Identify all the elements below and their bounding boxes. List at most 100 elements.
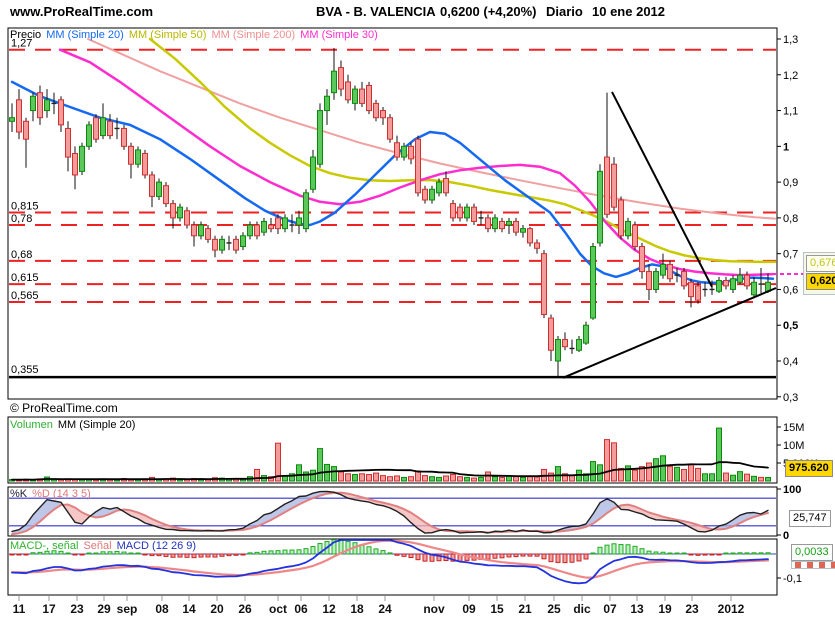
trendlines — [562, 91, 777, 379]
macd-series-el — [121, 551, 127, 555]
candlestick-series-el — [198, 224, 204, 237]
macd-series — [9, 539, 776, 585]
panel-volume[interactable] — [7, 416, 778, 484]
macd-series-el — [114, 550, 120, 555]
macd-series-el — [730, 552, 736, 555]
macd-series-el — [226, 553, 232, 557]
volume-series-el — [478, 476, 484, 482]
macd-series-el — [604, 544, 610, 555]
volume-series-el — [625, 465, 631, 482]
date-label: 09 — [462, 602, 476, 616]
macd-series-el — [625, 544, 631, 555]
candlestick-series — [9, 47, 771, 378]
candlestick-series-el — [380, 110, 386, 119]
stochastic-series-el — [306, 493, 313, 502]
legend-mm30: MM (Simple 30) — [300, 29, 378, 41]
level-label: 0,615 — [11, 272, 39, 284]
macd-series-el — [534, 553, 540, 557]
panel-macd[interactable] — [7, 538, 778, 596]
stochastic-series — [9, 490, 776, 536]
level-label: 0,78 — [11, 213, 32, 225]
macd-series-el — [632, 545, 638, 555]
candlestick-series-el — [275, 217, 281, 230]
macd-series-el — [408, 553, 414, 559]
axis-tick-label: 100 — [783, 484, 801, 496]
candlestick-series-el — [156, 181, 162, 197]
volume-series-el — [499, 476, 505, 482]
candlestick-series-el — [632, 224, 638, 248]
candlestick-series-el — [366, 85, 372, 112]
date-label: 17 — [42, 602, 56, 616]
candlestick-series-el — [44, 99, 50, 112]
candlestick-series-el — [520, 228, 526, 233]
date-label: oct — [269, 602, 287, 616]
volume-series-el — [758, 476, 764, 482]
candlestick-series-el — [401, 145, 407, 158]
macd-series-el — [100, 551, 106, 555]
macd-series-el — [576, 553, 582, 562]
volume-series-el — [254, 468, 260, 482]
macd-series-el — [436, 553, 442, 562]
panel-stoch[interactable] — [7, 486, 778, 537]
macd-series-el — [275, 550, 281, 555]
macd-series-el — [506, 553, 512, 558]
macd-series-el — [9, 553, 15, 556]
candlestick-series-el — [219, 238, 225, 251]
macd-series-el — [289, 549, 295, 555]
macd-series-el — [23, 553, 29, 556]
macd-series-el — [170, 553, 176, 558]
macd-series-el — [513, 553, 519, 558]
volume-series-el — [443, 475, 449, 482]
axis-tick-label: 1,2 — [783, 70, 798, 82]
date-label: 07 — [603, 602, 617, 616]
candlestick-series-el — [583, 324, 589, 344]
candlestick-series-el — [688, 281, 694, 298]
macd-series-el — [135, 552, 141, 555]
stochastic-series-el — [607, 498, 614, 514]
date-label: 19 — [658, 602, 672, 616]
macd-series-el — [233, 553, 239, 556]
stoch-d-label: %D (14 3 5) — [32, 488, 91, 500]
candlestick-series-el — [751, 281, 757, 296]
volume-series-el — [296, 464, 302, 482]
symbol-title: BVA - B. VALENCIA — [316, 4, 436, 19]
candlestick-series-el — [58, 99, 64, 126]
candlestick-series-el — [457, 206, 463, 219]
volume-ma-label: MM (Simple 20) — [57, 419, 136, 431]
macd-series-el — [373, 548, 379, 555]
volume-series-el — [730, 474, 736, 482]
candlestick-series-el — [128, 145, 134, 165]
axis-tick-label: 0,5 — [783, 320, 798, 332]
macd-series-el — [191, 553, 197, 559]
axis-tick-label: 0,7 — [783, 249, 798, 261]
panel-price[interactable] — [7, 27, 778, 400]
volume-series-el — [492, 476, 498, 482]
axis-tick-label: 1,1 — [783, 106, 798, 118]
volume-series-el — [345, 473, 351, 482]
macd-series-el — [569, 553, 575, 563]
macd-hist-label: MACD-, señal — [10, 540, 79, 552]
macd-series-el — [639, 548, 645, 555]
candlestick-series-el — [324, 95, 330, 112]
stochastic-series-el — [96, 507, 103, 518]
date-label: 26 — [238, 602, 252, 616]
volume-series-el — [751, 475, 757, 482]
candlestick-series-el — [135, 149, 141, 165]
volume-series-el — [338, 471, 344, 482]
macd-series-el — [758, 552, 764, 555]
date-label: 11 — [13, 602, 26, 616]
candlestick-series-el — [317, 110, 323, 165]
macd-series-el — [765, 552, 771, 555]
macd-series-el — [345, 541, 351, 555]
level-label: 0,565 — [11, 290, 39, 302]
stoch-d-line — [11, 491, 769, 536]
date-label: 29 — [97, 602, 111, 616]
volume-series-el — [716, 427, 722, 482]
candlestick-series-el — [555, 339, 561, 362]
candlestick-series-el — [93, 117, 99, 140]
candlestick-series-el — [310, 156, 316, 190]
axis-tick-label: 0,9 — [783, 177, 798, 189]
date-label: nov — [423, 602, 445, 616]
